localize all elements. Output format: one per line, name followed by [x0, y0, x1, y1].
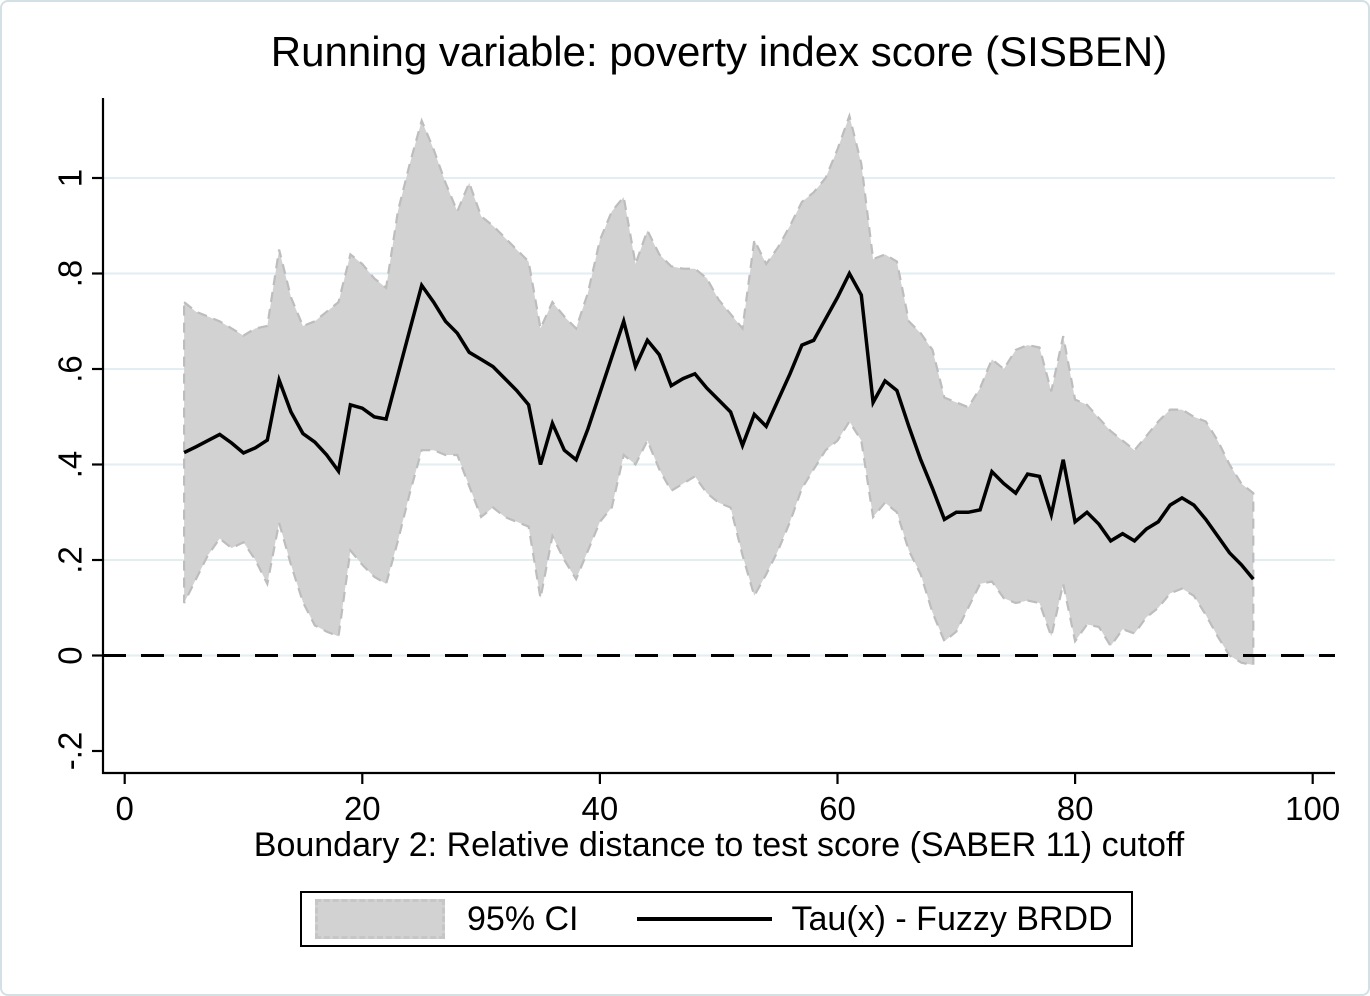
tau-line [183, 269, 1255, 581]
tau-line-sample [636, 917, 772, 921]
y-tick-label: 0 [52, 646, 89, 664]
y-tick-label: .2 [52, 546, 89, 574]
x-tick-label: 20 [344, 790, 381, 827]
x-axis-title: Boundary 2: Relative distance to test sc… [253, 826, 1185, 864]
y-tick-label: .4 [52, 451, 89, 479]
legend-label-tau: Tau(x) - Fuzzy BRDD [791, 899, 1113, 938]
legend-box: 95% CI Tau(x) - Fuzzy BRDD [300, 891, 1133, 947]
y-tick-label: 1 [52, 169, 89, 187]
x-tick-label: 0 [116, 790, 134, 827]
y-ticks: -.2 0 .2 .4 .6 .8 1 [52, 169, 103, 770]
ci-band [183, 112, 1255, 667]
y-tick-label: .8 [52, 260, 89, 288]
x-tick-label: 40 [582, 790, 619, 827]
x-tick-label: 100 [1285, 790, 1340, 827]
x-tick-label: 80 [1057, 790, 1094, 827]
x-tick-label: 60 [819, 790, 856, 827]
chart-title: Running variable: poverty index score (S… [270, 28, 1168, 75]
x-ticks: 0 20 40 60 80 100 [116, 773, 1340, 827]
y-tick-label: -.2 [52, 732, 89, 771]
y-tick-label: .6 [52, 355, 89, 383]
axes [101, 98, 1335, 775]
legend-label-ci: 95% CI [467, 899, 579, 938]
ci-swatch [315, 899, 445, 939]
